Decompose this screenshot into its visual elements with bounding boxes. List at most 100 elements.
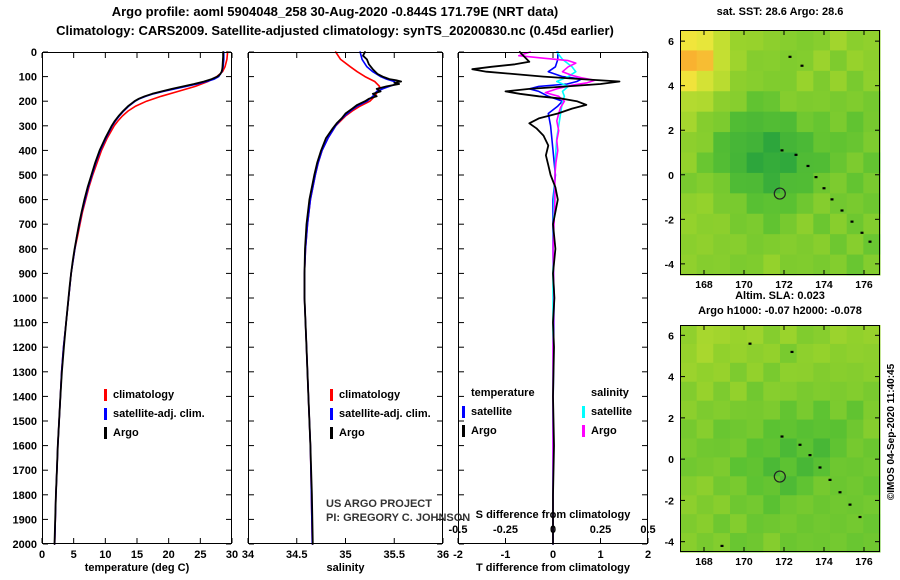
- svg-text:36: 36: [437, 549, 449, 561]
- svg-text:1500: 1500: [13, 416, 37, 428]
- legend-label: satellite: [471, 406, 512, 418]
- legend-item: Argo: [330, 424, 431, 443]
- pi-annotation: PI: GREGORY C. JOHNSON: [326, 512, 471, 524]
- legend-item: climatology: [104, 386, 205, 405]
- svg-text:0: 0: [550, 549, 556, 561]
- svg-text:4: 4: [668, 81, 674, 93]
- svg-text:-1: -1: [501, 549, 511, 561]
- svg-text:1300: 1300: [13, 367, 37, 379]
- legend-item: satellite: [462, 403, 535, 422]
- salinity-legend: climatology satellite-adj. clim. Argo: [330, 386, 431, 443]
- svg-text:34: 34: [242, 549, 255, 561]
- argo-swatch-icon: [104, 427, 107, 440]
- svg-text:1900: 1900: [13, 514, 37, 526]
- svg-text:1: 1: [597, 549, 603, 561]
- svg-text:800: 800: [19, 244, 37, 256]
- copyright-annotation: ©IMOS 04-Sep-2020 11:40:45: [886, 363, 897, 501]
- svg-text:20: 20: [163, 549, 175, 561]
- svg-text:400: 400: [19, 145, 37, 157]
- legend-item: satellite: [582, 403, 632, 422]
- legend-item: climatology: [330, 386, 431, 405]
- svg-text:5: 5: [71, 549, 77, 561]
- sla-caption: Altim. SLA: 0.023: [735, 290, 825, 302]
- legend-item: Argo: [582, 422, 632, 441]
- satellite-s-swatch-icon: [582, 406, 585, 419]
- argo-t-swatch-icon: [462, 425, 465, 438]
- satellite-clim-swatch-icon: [104, 408, 107, 421]
- legend-header: salinity: [591, 387, 629, 399]
- svg-text:0: 0: [31, 47, 37, 59]
- svg-text:-0.5: -0.5: [449, 524, 468, 536]
- svg-text:0: 0: [668, 170, 674, 182]
- legend-item: Argo: [104, 424, 205, 443]
- legend-label: climatology: [113, 389, 175, 401]
- svg-text:600: 600: [19, 195, 37, 207]
- svg-text:700: 700: [19, 219, 37, 231]
- svg-text:174: 174: [815, 556, 833, 568]
- svg-text:172: 172: [775, 556, 793, 568]
- svg-text:170: 170: [735, 556, 753, 568]
- svg-text:35.5: 35.5: [384, 549, 405, 561]
- legend-item: Argo: [462, 422, 535, 441]
- argo-s-swatch-icon: [582, 425, 585, 438]
- svg-text:6: 6: [668, 36, 674, 48]
- satellite-clim-swatch-icon: [330, 408, 333, 421]
- svg-text:168: 168: [695, 556, 713, 568]
- difference-legend-salinity: salinity satellite Argo: [582, 384, 632, 441]
- svg-text:300: 300: [19, 121, 37, 133]
- svg-text:0.5: 0.5: [640, 524, 655, 536]
- svg-text:1700: 1700: [13, 465, 37, 477]
- legend-label: Argo: [591, 425, 617, 437]
- svg-text:1400: 1400: [13, 391, 37, 403]
- svg-text:1000: 1000: [13, 293, 37, 305]
- project-annotation: US ARGO PROJECT: [326, 498, 432, 510]
- figure-subtitle: Climatology: CARS2009. Satellite-adjuste…: [56, 23, 614, 38]
- svg-text:1800: 1800: [13, 490, 37, 502]
- svg-text:172: 172: [775, 279, 793, 291]
- sst-map-title: sat. SST: 28.6 Argo: 28.6: [716, 6, 844, 18]
- legend-label: Argo: [113, 427, 139, 439]
- svg-text:15: 15: [131, 549, 143, 561]
- legend-label: satellite-adj. clim.: [339, 408, 431, 420]
- difference-axis-label: T difference from climatology: [475, 562, 631, 574]
- svg-text:30: 30: [226, 549, 238, 561]
- svg-text:2: 2: [645, 549, 651, 561]
- svg-text:1600: 1600: [13, 441, 37, 453]
- svg-text:S difference from climatology: S difference from climatology: [476, 509, 632, 521]
- svg-text:1100: 1100: [13, 318, 37, 330]
- climatology-swatch-icon: [104, 389, 107, 402]
- svg-text:900: 900: [19, 268, 37, 280]
- svg-text:174: 174: [815, 279, 833, 291]
- legend-label: Argo: [339, 427, 365, 439]
- svg-text:0: 0: [39, 549, 45, 561]
- figure-title: Argo profile: aoml 5904048_258 30-Aug-20…: [111, 4, 559, 19]
- svg-text:10: 10: [99, 549, 111, 561]
- legend-item: satellite-adj. clim.: [104, 405, 205, 424]
- temperature-profile-plot: 0 5 10 15 20 25 300100200300400500600700800900…: [13, 47, 239, 561]
- argo-swatch-icon: [330, 427, 333, 440]
- svg-text:1200: 1200: [13, 342, 37, 354]
- sla-map: 168 170 172 174 176 6 4 2 0 -2 -4: [665, 325, 881, 568]
- svg-text:2: 2: [668, 125, 674, 137]
- svg-text:500: 500: [19, 170, 37, 182]
- legend-label: satellite-adj. clim.: [113, 408, 205, 420]
- legend-item: satellite-adj. clim.: [330, 405, 431, 424]
- sla-map-title: Argo h1000: -0.07 h2000: -0.078: [698, 305, 862, 317]
- svg-text:-2: -2: [453, 549, 463, 561]
- svg-text:200: 200: [19, 96, 37, 108]
- salinity-axis-label: salinity: [326, 562, 365, 574]
- svg-text:-0.25: -0.25: [493, 524, 518, 536]
- satellite-t-swatch-icon: [462, 406, 465, 419]
- svg-text:6: 6: [668, 330, 674, 342]
- svg-text:34.5: 34.5: [286, 549, 307, 561]
- svg-text:-2: -2: [665, 495, 674, 507]
- svg-text:176: 176: [855, 556, 873, 568]
- svg-text:25: 25: [194, 549, 206, 561]
- difference-profile-plot: -2 -1 0 1 2 S difference from climatology -0.5…: [449, 51, 656, 561]
- svg-text:0: 0: [668, 454, 674, 466]
- legend-header: temperature: [471, 387, 535, 399]
- temperature-legend: climatology satellite-adj. clim. Argo: [104, 386, 205, 443]
- svg-text:-4: -4: [665, 537, 674, 549]
- svg-text:2000: 2000: [13, 539, 37, 551]
